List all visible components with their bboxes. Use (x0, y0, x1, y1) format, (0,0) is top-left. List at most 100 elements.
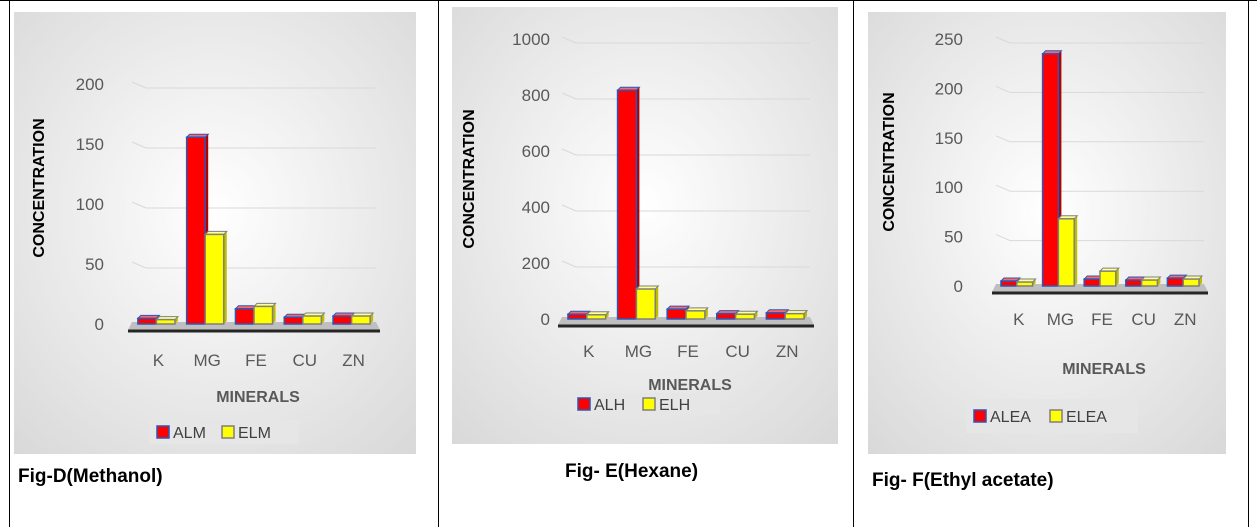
bar-alea-fe (1083, 278, 1101, 287)
bar-alh-zn (765, 312, 786, 320)
gridline (131, 201, 147, 209)
y-axis-title: CONCENTRATION (881, 92, 898, 231)
bar-alea-cu (1125, 279, 1143, 287)
gridline (995, 135, 1011, 143)
x-tick-label: K (1013, 310, 1025, 329)
x-tick-label: CU (293, 351, 318, 370)
x-tick-label: MG (194, 351, 221, 370)
bar-side-elea (1074, 215, 1078, 286)
legend-swatch-elea (1049, 409, 1063, 423)
bar-elh-cu (734, 313, 756, 320)
legend-swatch-elh (642, 397, 656, 411)
y-tick-label: 100 (76, 195, 104, 214)
legend-swatch-alm (156, 425, 170, 439)
bar-alh-fe (666, 308, 687, 320)
y-tick-label: 250 (935, 30, 963, 49)
y-tick-label: 150 (935, 129, 963, 148)
bar-elh-fe (685, 310, 706, 320)
bar-side-elea (1032, 279, 1036, 286)
gridline (995, 234, 1011, 242)
gridline (131, 81, 147, 89)
chart-background (452, 7, 838, 444)
bar-elea-cu (1140, 279, 1159, 287)
x-axis-title: MINERALS (648, 377, 732, 394)
chart-ethyl-acetate: 0 50 100 150 200 250 K MG FE CU ZN MINERALS CONCENTR… (868, 12, 1226, 454)
bar-elea-zn (1182, 278, 1200, 287)
y-tick-label: 50 (944, 228, 963, 247)
bar-elm-k (155, 318, 176, 325)
y-tick-label: 600 (522, 142, 550, 161)
chart-panel-ethyl-acetate: 0 50 100 150 200 250 K MG FE CU ZN MINERALS CONCENTR… (868, 12, 1226, 454)
bar-elh-mg (635, 288, 656, 320)
x-axis-title: MINERALS (216, 389, 300, 406)
y-tick-label: 800 (522, 86, 550, 105)
bar-side-elh (605, 311, 609, 319)
x-tick-label: FE (245, 351, 267, 370)
caption-methanol: Fig-D(Methanol) (18, 466, 163, 487)
chart-hexane: 0 200 400 600 800 1000 K MG FE CU ZN MINERALS CONCEN… (452, 7, 838, 444)
bar-elea-fe (1099, 270, 1117, 287)
y-tick-label: 1000 (512, 30, 550, 49)
x-tick-label: MG (625, 342, 652, 361)
bar-alm-cu (283, 316, 304, 325)
bar-elm-zn (350, 315, 371, 325)
bar-side-elm (272, 303, 276, 324)
y-axis-title: CONCENTRATION (461, 109, 478, 248)
legend-label-alea: ALEA (990, 409, 1031, 426)
bar-alh-mg (616, 89, 638, 320)
y-tick-label: 50 (85, 255, 104, 274)
bar-alh-cu (716, 312, 737, 320)
y-tick-label: 0 (95, 315, 104, 334)
table-border-1 (438, 0, 439, 527)
y-axis-title: CONCENTRATION (31, 118, 48, 257)
caption-hexane: Fig- E(Hexane) (565, 461, 699, 482)
gridline (995, 85, 1011, 93)
legend-label-elea: ELEA (1066, 409, 1107, 426)
table-border-2 (853, 0, 854, 527)
gridline (131, 141, 147, 149)
y-tick-label: 200 (935, 79, 963, 98)
y-tick-label: 200 (522, 254, 550, 273)
gridline (561, 260, 577, 268)
bar-elh-zn (784, 312, 805, 320)
gridline (131, 261, 147, 269)
x-tick-label: FE (1091, 310, 1113, 329)
x-tick-label: K (583, 342, 595, 361)
bar-elm-mg (204, 233, 225, 325)
bar-side-elm (174, 316, 178, 324)
x-tick-label: CU (725, 342, 750, 361)
legend-swatch-elm (221, 425, 235, 439)
y-tick-label: 0 (954, 277, 963, 296)
legend-label-alh: ALH (594, 397, 625, 414)
bar-alm-fe (234, 308, 255, 325)
chart-panel-methanol: 0 50 100 150 200 K MG FE CU ZN MINERALS CONCENTRATI… (14, 12, 416, 454)
x-axis-title: MINERALS (1062, 361, 1146, 378)
bar-alea-zn (1166, 277, 1184, 287)
legend-label-elh: ELH (659, 397, 690, 414)
x-tick-label: ZN (776, 342, 799, 361)
legend-swatch-alea (973, 409, 987, 423)
gridline (561, 92, 577, 100)
y-tick-label: 100 (935, 178, 963, 197)
bar-alm-zn (332, 315, 353, 325)
bar-elh-k (586, 314, 607, 320)
bar-elea-k (1016, 281, 1034, 287)
y-tick-label: 150 (76, 135, 104, 154)
x-tick-label: FE (677, 342, 699, 361)
x-tick-label: ZN (1174, 310, 1197, 329)
x-tick-label: CU (1131, 310, 1156, 329)
chart-methanol: 0 50 100 150 200 K MG FE CU ZN MINERALS CONCENTRATI… (14, 12, 416, 454)
gridline (561, 36, 577, 44)
bar-side-alh (636, 87, 640, 319)
gridline (995, 184, 1011, 192)
bar-alm-mg (185, 136, 206, 325)
x-tick-label: ZN (342, 351, 365, 370)
y-tick-label: 0 (541, 310, 550, 329)
table-border-left (9, 0, 10, 527)
table-top-border (0, 0, 1257, 1)
table-border-right (1248, 0, 1249, 527)
bar-elea-mg (1057, 218, 1075, 287)
gridline (995, 36, 1011, 44)
legend-swatch-alh (577, 397, 591, 411)
x-tick-label: MG (1047, 310, 1074, 329)
